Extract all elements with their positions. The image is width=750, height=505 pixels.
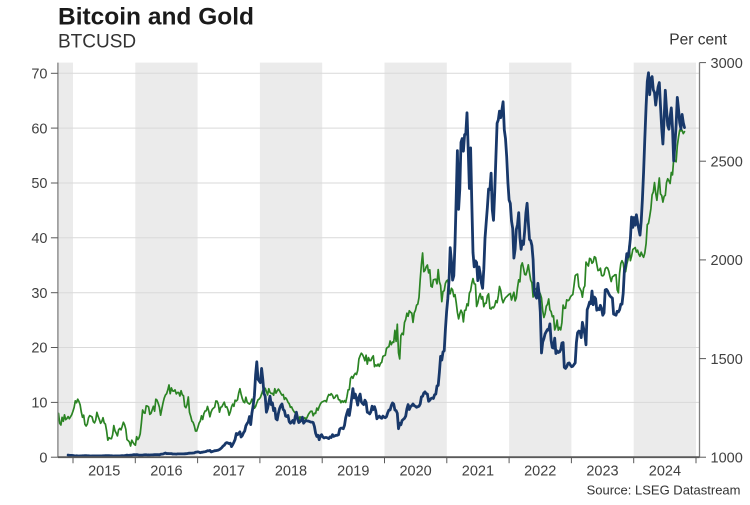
svg-text:70: 70 [31,67,47,83]
svg-text:2020: 2020 [399,464,431,480]
svg-text:1000: 1000 [711,450,743,466]
svg-text:50: 50 [31,176,47,192]
svg-text:2015: 2015 [88,464,120,480]
svg-text:2023: 2023 [586,464,618,480]
svg-text:2000: 2000 [711,253,743,269]
svg-text:30: 30 [31,286,47,302]
svg-text:2016: 2016 [150,464,182,480]
svg-text:2022: 2022 [524,464,556,480]
svg-text:0: 0 [39,450,47,466]
svg-text:40: 40 [31,231,47,247]
svg-text:2019: 2019 [337,464,369,480]
svg-text:20: 20 [31,341,47,357]
svg-text:2021: 2021 [462,464,494,480]
svg-text:3000: 3000 [711,56,743,72]
svg-text:Per cent: Per cent [669,32,727,49]
svg-text:2017: 2017 [213,464,245,480]
svg-text:2018: 2018 [275,464,307,480]
svg-text:60: 60 [31,121,47,137]
svg-text:1500: 1500 [711,352,743,368]
svg-text:BTCUSD: BTCUSD [58,32,136,53]
svg-text:Bitcoin and Gold: Bitcoin and Gold [58,4,254,31]
svg-text:Source: LSEG Datastream: Source: LSEG Datastream [587,483,741,498]
svg-text:2024: 2024 [649,464,681,480]
svg-text:2500: 2500 [711,154,743,170]
svg-text:10: 10 [31,396,47,412]
